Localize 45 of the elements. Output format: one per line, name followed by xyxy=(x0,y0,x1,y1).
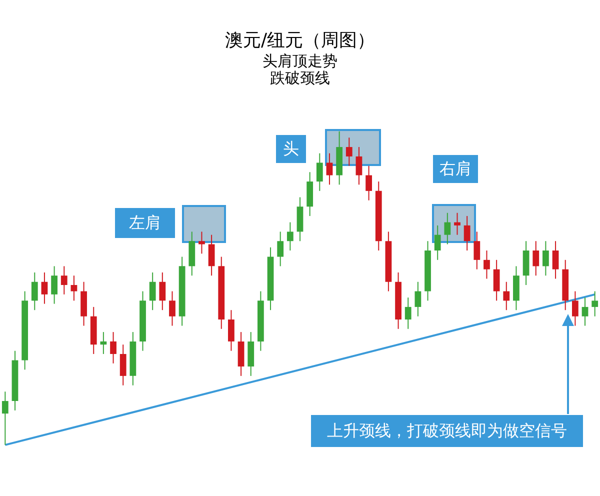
candlestick xyxy=(120,344,126,386)
candlestick xyxy=(493,259,500,302)
candlestick xyxy=(454,212,460,236)
candlestick xyxy=(149,272,156,311)
candlestick xyxy=(208,234,215,276)
annotation: 头 xyxy=(276,135,306,163)
candlestick xyxy=(70,275,78,302)
candlestick xyxy=(404,297,412,330)
candlestick xyxy=(286,222,294,252)
candlestick xyxy=(2,391,8,446)
annotation: 右肩 xyxy=(433,155,478,183)
chart-subtitle: 头肩顶走势 xyxy=(262,52,338,70)
candlestick xyxy=(159,272,166,311)
candlestick xyxy=(503,281,510,311)
candlestick xyxy=(572,290,578,326)
candlestick xyxy=(474,231,480,270)
candlestick xyxy=(316,152,323,192)
candlestick xyxy=(169,290,176,326)
candlestick xyxy=(110,332,116,364)
candlestick xyxy=(41,272,48,304)
candlestick xyxy=(592,290,598,317)
candlestick xyxy=(356,146,362,186)
candlestick xyxy=(414,281,422,317)
candlestick xyxy=(532,240,540,276)
candlestick xyxy=(326,152,333,186)
candlestick xyxy=(464,216,470,252)
candlestick xyxy=(198,231,205,254)
candlestick xyxy=(444,212,451,245)
candlestick xyxy=(100,332,107,354)
candlestick xyxy=(346,137,352,166)
candlestick xyxy=(542,240,549,276)
candlestick xyxy=(31,272,38,311)
candlestick xyxy=(60,266,68,295)
chart-title: 澳元/纽元（周图） xyxy=(224,30,376,51)
text: 跌破颈线 xyxy=(270,69,330,87)
candlestick xyxy=(228,310,234,352)
candlestick xyxy=(277,231,284,267)
candlestick xyxy=(552,240,559,280)
candlestick xyxy=(51,266,58,304)
candlestick xyxy=(582,297,588,326)
annotation: 左肩 xyxy=(115,208,175,238)
candlestick xyxy=(366,165,372,201)
candlestick xyxy=(484,250,490,280)
annotation: 上升颈线，打破颈线即为做空信号 xyxy=(311,415,583,447)
candlestick xyxy=(434,224,441,260)
